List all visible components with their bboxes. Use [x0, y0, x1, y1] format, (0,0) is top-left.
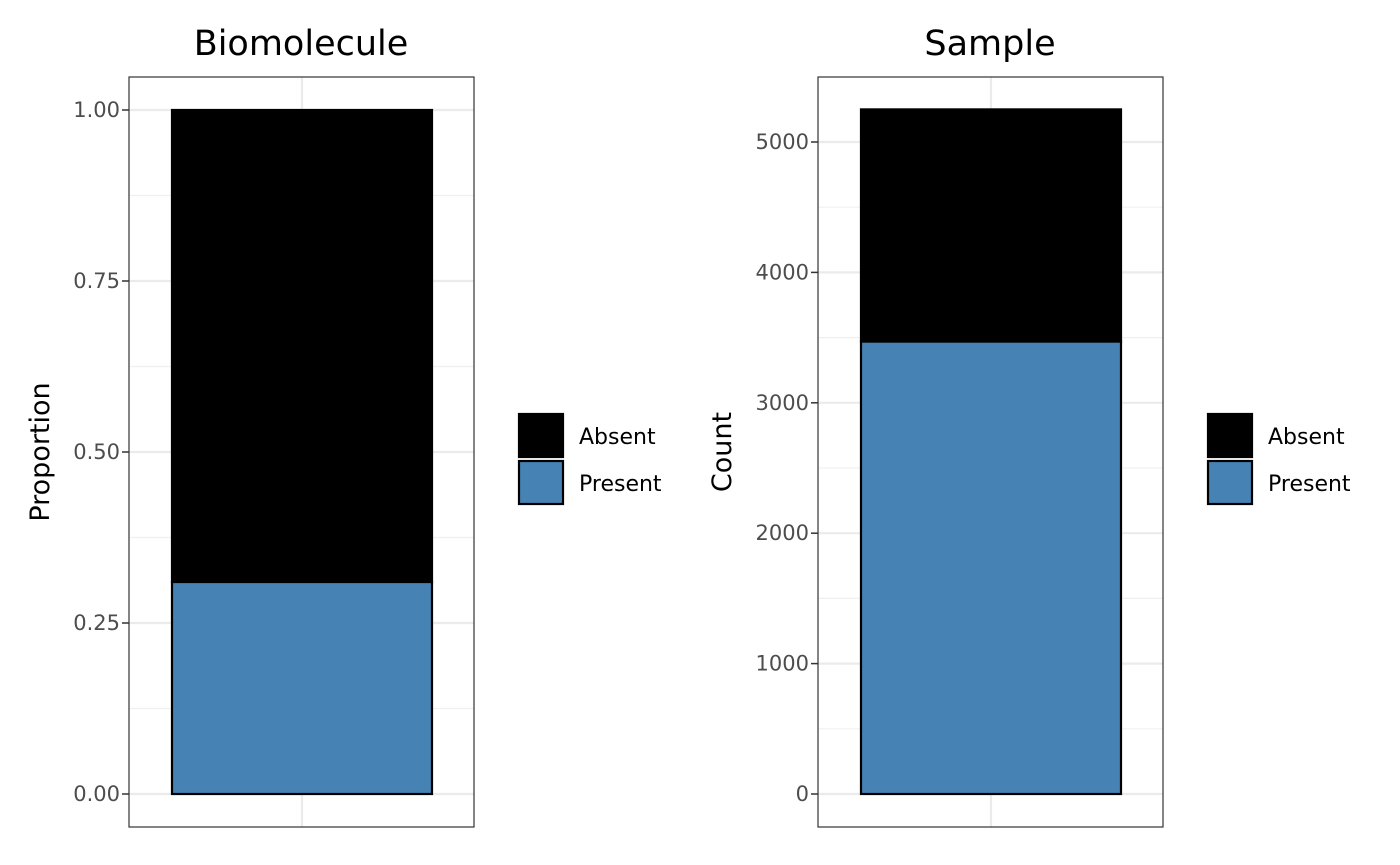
y-tick-label: 3000 — [756, 391, 809, 415]
chart-title: Biomolecule — [194, 24, 409, 64]
legend-label: Absent — [579, 425, 656, 450]
y-tick-label: 0 — [796, 782, 809, 806]
y-tick-label: 0.75 — [73, 269, 120, 293]
plot-area: 0 1000 2000 3000 4000 5000 — [756, 76, 1164, 828]
y-tick-label: 0.25 — [73, 611, 120, 635]
chart-panel-sample: Sample Count 0 1000 2000 3000 4000 5000 Absen… — [707, 24, 1351, 828]
bar-present — [859, 340, 1123, 796]
legend: Absent Present — [517, 412, 662, 506]
legend-key-absent — [1206, 412, 1254, 459]
legend-key-absent — [517, 412, 565, 459]
y-axis-label: Proportion — [25, 382, 56, 521]
legend-label: Present — [579, 472, 662, 497]
y-tick-label: 0.50 — [73, 440, 120, 464]
y-tick-label: 0.00 — [73, 782, 120, 806]
y-axis-label: Count — [707, 412, 738, 492]
legend: Absent Present — [1206, 412, 1351, 506]
legend-key-present — [1206, 459, 1254, 506]
y-tick-label: 5000 — [756, 130, 809, 154]
legend-key-present — [517, 459, 565, 506]
y-tick-label: 4000 — [756, 260, 809, 284]
chart-title: Sample — [924, 24, 1055, 64]
plot-area: 0.00 0.25 0.50 0.75 1.00 — [73, 76, 475, 828]
y-tick-label: 2000 — [756, 521, 809, 545]
chart-panel-biomolecule: Biomolecule Proportion 0.00 0.25 0.50 0.75 1… — [25, 24, 662, 828]
legend-label: Present — [1268, 472, 1351, 497]
bar-present — [170, 580, 434, 796]
panel-border — [817, 76, 1164, 828]
bar-absent — [170, 108, 434, 584]
y-tick-label: 1.00 — [73, 98, 120, 122]
legend-label: Absent — [1268, 425, 1345, 450]
y-tick-label: 1000 — [756, 652, 809, 676]
bar-absent — [859, 108, 1123, 343]
